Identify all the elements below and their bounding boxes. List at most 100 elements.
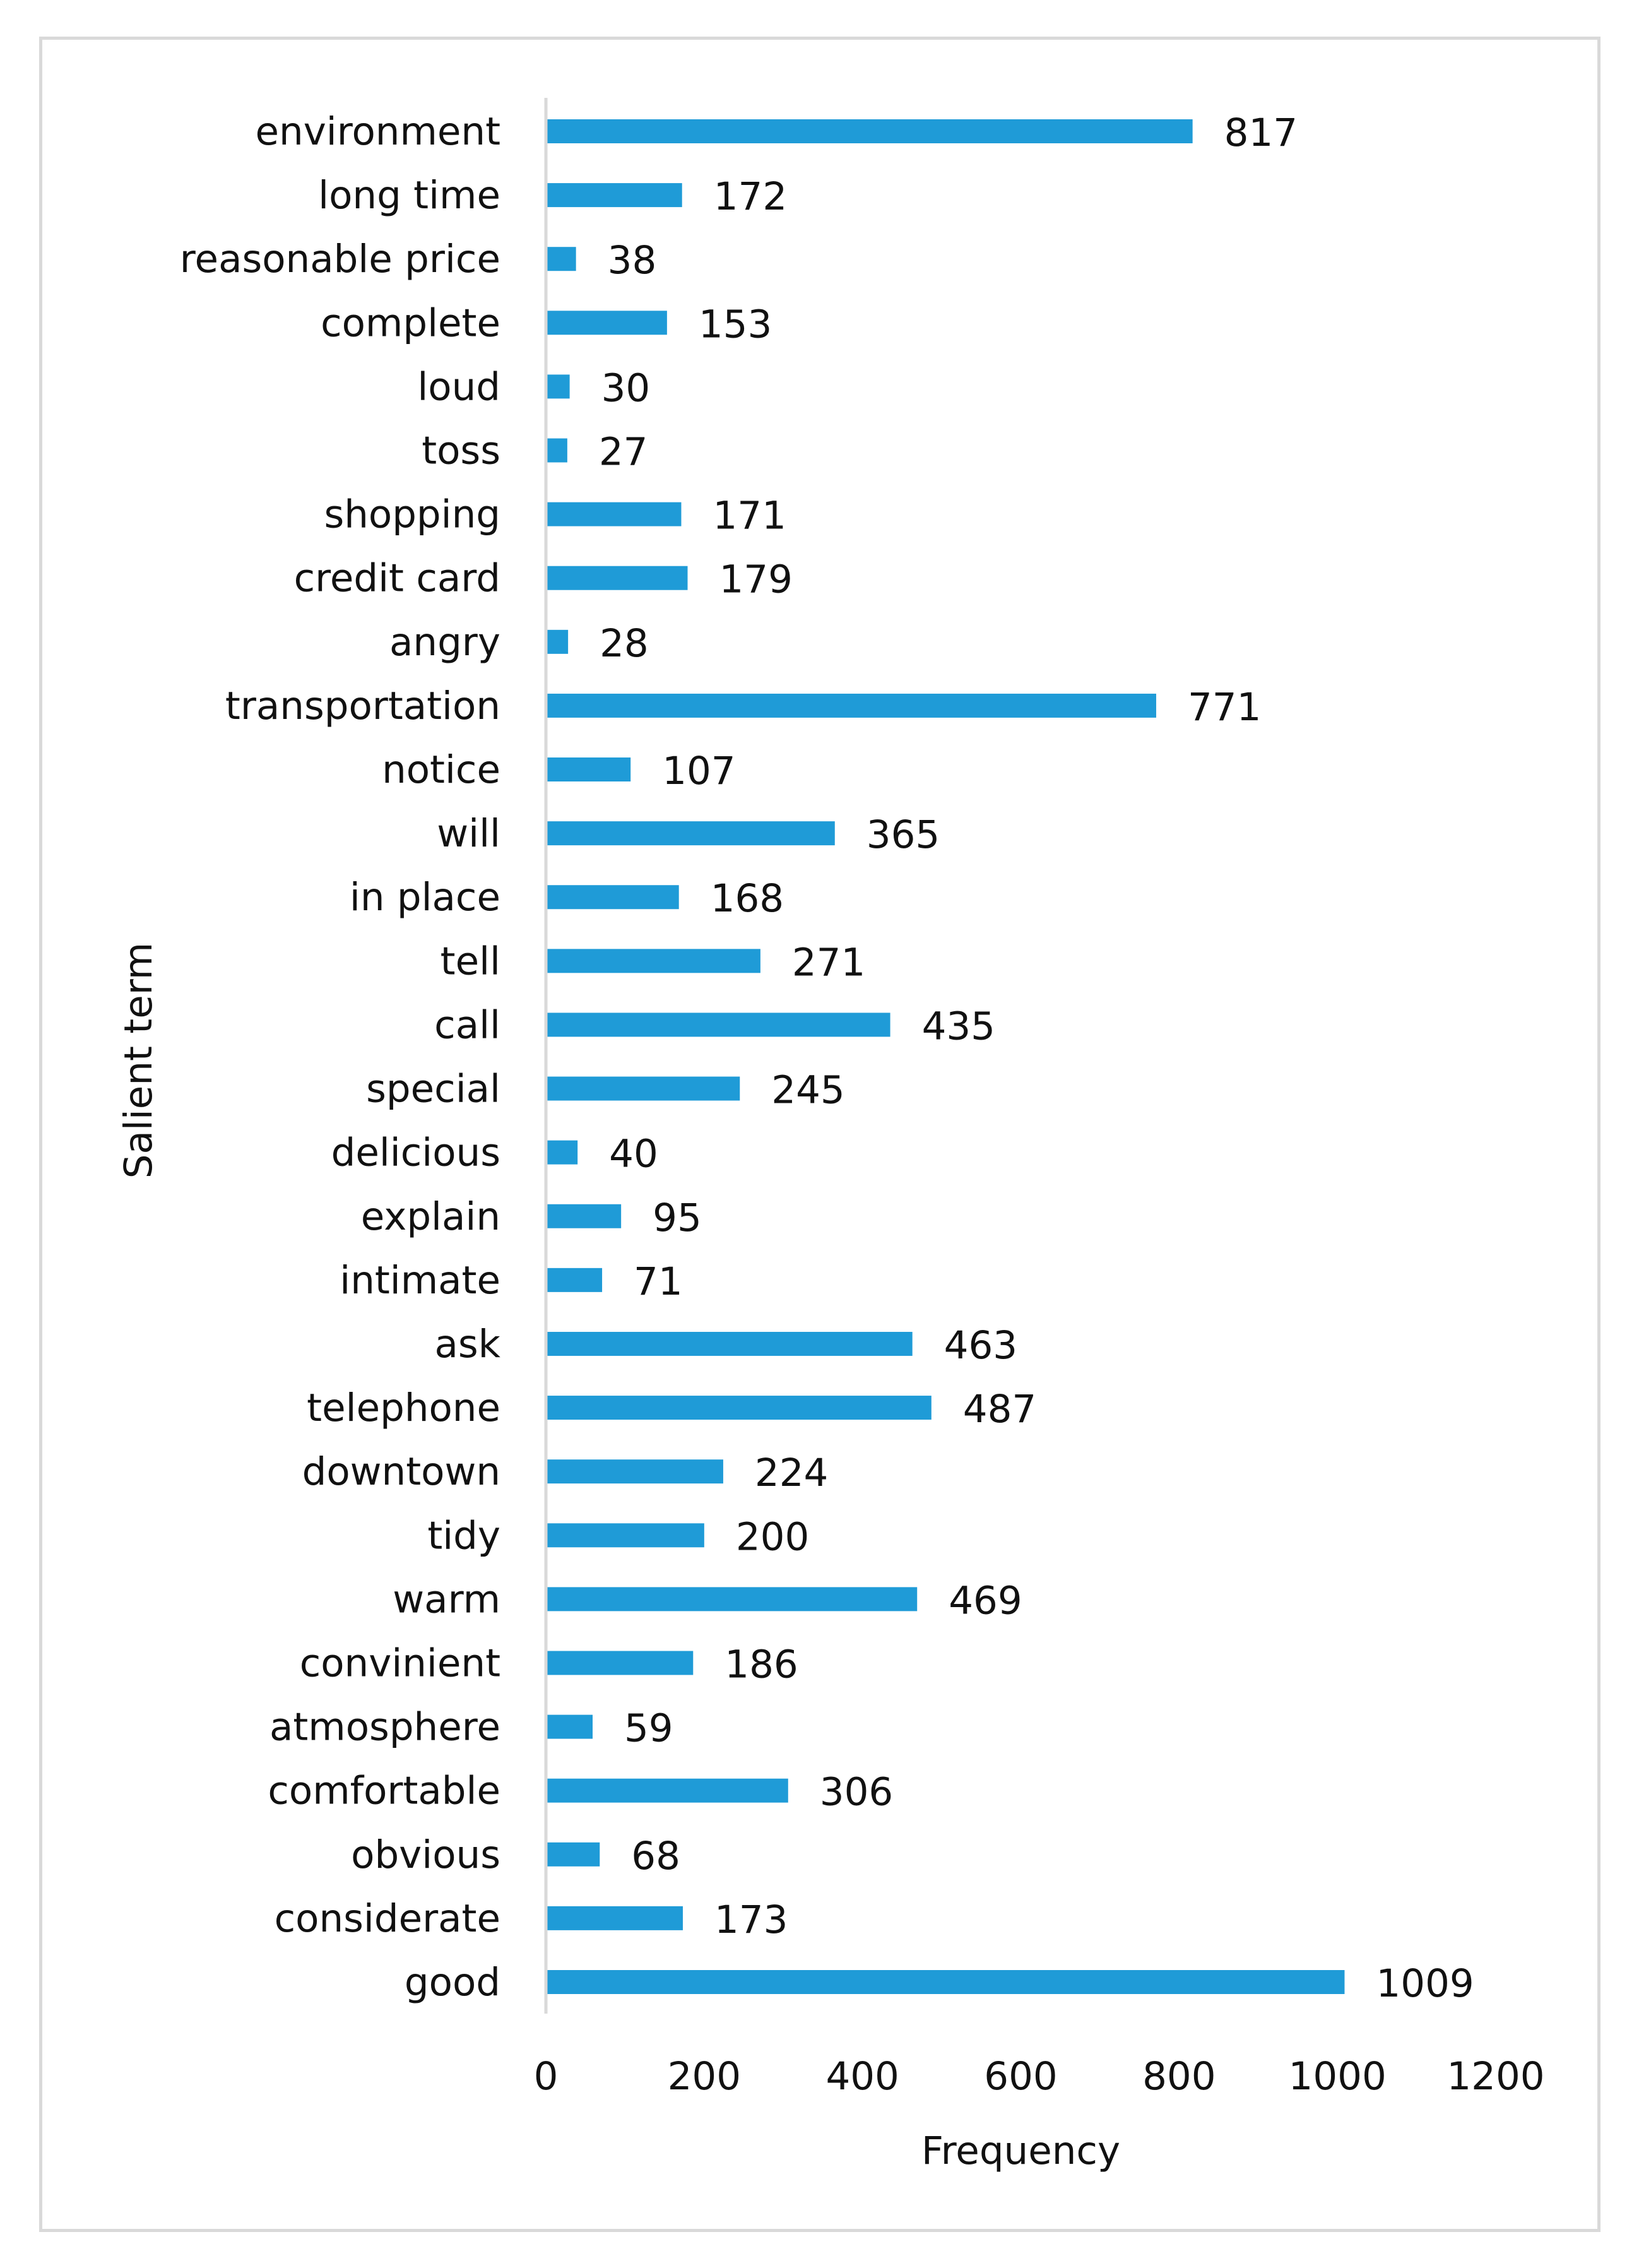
bar-delicious xyxy=(546,1140,578,1165)
value-label: 463 xyxy=(944,1323,1017,1368)
bar-ask xyxy=(546,1331,913,1356)
bar-credit-card xyxy=(546,566,688,590)
bar-angry xyxy=(546,629,569,654)
value-label: 28 xyxy=(600,621,649,666)
value-label: 40 xyxy=(609,1132,658,1177)
category-label: convinient xyxy=(300,1641,500,1685)
value-label: 38 xyxy=(608,238,657,283)
category-label: intimate xyxy=(340,1258,500,1303)
category-label: complete xyxy=(321,300,500,345)
bar-complete xyxy=(546,311,667,335)
bar-convinient xyxy=(546,1651,694,1675)
value-label: 168 xyxy=(711,876,784,921)
category-label: angry xyxy=(389,620,500,665)
category-label: obvious xyxy=(351,1832,500,1877)
value-label: 224 xyxy=(755,1451,828,1495)
x-tick-label: 0 xyxy=(534,2054,559,2099)
bar-explain xyxy=(546,1204,622,1228)
category-labels: environment long time reasonable price comp… xyxy=(180,109,501,2005)
category-label: tidy xyxy=(427,1513,500,1558)
category-label: warm xyxy=(393,1577,500,1622)
value-label: 172 xyxy=(714,174,787,219)
bar-intimate xyxy=(546,1268,603,1292)
bar-loud xyxy=(546,374,570,399)
bar-considerate xyxy=(546,1906,683,1930)
value-label: 171 xyxy=(713,494,786,538)
bar-call xyxy=(546,1012,891,1037)
category-label: environment xyxy=(256,109,501,154)
value-label: 271 xyxy=(792,940,865,985)
value-label: 68 xyxy=(631,1834,680,1879)
bar-shopping xyxy=(546,502,682,526)
bar-environment xyxy=(546,119,1193,143)
value-label: 1009 xyxy=(1376,1961,1474,2006)
category-label: toss xyxy=(422,429,500,473)
bar-transportation xyxy=(546,693,1156,718)
category-label: loud xyxy=(417,364,500,409)
value-label: 95 xyxy=(653,1196,702,1240)
category-label: call xyxy=(434,1002,500,1047)
bar-will xyxy=(546,821,835,846)
value-label: 153 xyxy=(699,302,772,347)
bar-special xyxy=(546,1076,740,1101)
category-label: explain xyxy=(361,1194,500,1239)
bar-tell xyxy=(546,949,760,973)
bars-group xyxy=(546,119,1345,1994)
bar-obvious xyxy=(546,1842,600,1867)
value-label: 771 xyxy=(1188,685,1261,730)
value-label: 306 xyxy=(820,1770,893,1815)
value-label: 365 xyxy=(867,812,940,857)
bar-reasonable-price xyxy=(546,247,576,271)
bar-comfortable xyxy=(546,1778,788,1803)
bar-long-time xyxy=(546,183,682,208)
y-axis-title: Salient term xyxy=(116,942,161,1179)
value-label: 59 xyxy=(624,1706,673,1751)
bar-tidy xyxy=(546,1523,704,1548)
x-tick-label: 1000 xyxy=(1289,2054,1387,2099)
x-tick-label: 200 xyxy=(668,2054,741,2099)
category-label: ask xyxy=(435,1322,501,1367)
x-tick-label: 600 xyxy=(984,2054,1057,2099)
value-label: 435 xyxy=(922,1004,995,1048)
value-label: 27 xyxy=(599,430,648,475)
category-label: reasonable price xyxy=(180,237,500,282)
x-tick-labels: 0 200 400 600 800 1000 1200 xyxy=(534,2054,1545,2099)
chart-frame xyxy=(39,37,1601,2232)
bar-atmosphere xyxy=(546,1714,593,1739)
value-label: 469 xyxy=(949,1578,1022,1623)
category-label: good xyxy=(405,1960,500,2005)
bar-in-place xyxy=(546,885,679,910)
category-label: long time xyxy=(318,173,500,218)
category-label: telephone xyxy=(307,1386,500,1430)
bar-notice xyxy=(546,757,631,782)
value-label: 186 xyxy=(725,1642,798,1687)
value-label: 173 xyxy=(714,1897,788,1942)
category-label: special xyxy=(366,1067,500,1112)
category-label: downtown xyxy=(302,1449,500,1494)
x-tick-label: 1200 xyxy=(1447,2054,1544,2099)
value-label: 71 xyxy=(634,1259,683,1304)
bar-warm xyxy=(546,1587,918,1612)
category-label: delicious xyxy=(331,1131,500,1175)
category-label: tell xyxy=(441,939,500,983)
value-label: 30 xyxy=(601,365,651,410)
category-label: transportation xyxy=(225,684,500,728)
x-tick-label: 400 xyxy=(825,2054,899,2099)
category-label: credit card xyxy=(294,556,500,601)
value-label: 245 xyxy=(771,1068,844,1113)
bar-telephone xyxy=(546,1396,932,1420)
value-label: 817 xyxy=(1224,110,1298,155)
category-label: atmosphere xyxy=(269,1705,500,1750)
category-label: in place xyxy=(350,875,500,920)
value-label: 487 xyxy=(963,1387,1036,1432)
bar-downtown xyxy=(546,1459,723,1484)
value-label: 179 xyxy=(719,557,792,602)
bar-toss xyxy=(546,438,567,463)
category-label: notice xyxy=(382,747,500,792)
value-label: 200 xyxy=(736,1514,809,1559)
category-label: shopping xyxy=(324,492,500,537)
category-label: comfortable xyxy=(268,1769,500,1814)
value-label: 107 xyxy=(662,749,735,793)
x-axis-title: Frequency xyxy=(921,2128,1120,2173)
